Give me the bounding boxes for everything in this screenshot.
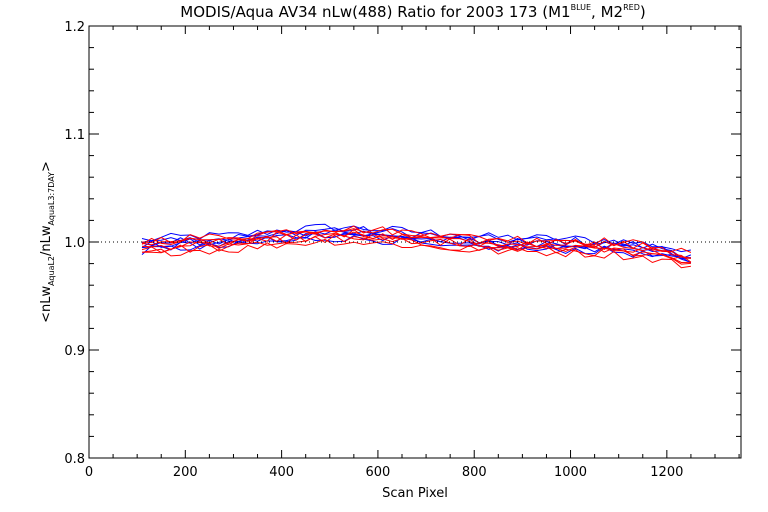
title-mid: , M2 (591, 3, 623, 21)
ylabel-part1: <nLw (39, 286, 54, 323)
series-line-7 (141, 228, 691, 259)
title-sup-blue: BLUE (571, 3, 591, 12)
x-tick-label: 400 (269, 465, 294, 480)
series-group (141, 223, 692, 269)
series-line-6 (141, 225, 692, 253)
ylabel-part3: > (39, 161, 54, 172)
ylabel-sub2: AquaL3:7DAY (47, 172, 56, 226)
y-tick-label: 0.8 (64, 452, 85, 467)
y-tick-label: 1.2 (64, 20, 85, 35)
y-axis-label: <nLwAquaL2/nLwAquaL3:7DAY> (39, 161, 56, 323)
y-tick-label: 1.1 (64, 128, 85, 143)
x-tick-label: 200 (173, 465, 198, 480)
series-line-9 (141, 231, 691, 260)
title-end: ) (640, 3, 646, 21)
y-tick-label: 1.0 (64, 236, 85, 251)
y-ticks: 0.8 0.9 1.0 1.1 1.2 (64, 20, 741, 467)
x-tick-label: 800 (462, 465, 487, 480)
x-axis-label: Scan Pixel (382, 486, 448, 501)
title-sup-red: RED (623, 3, 640, 12)
x-tick-label: 1000 (554, 465, 587, 480)
ylabel-part2: /nLw (39, 225, 54, 256)
x-ticks: 0 200 400 600 800 1000 1200 (85, 26, 740, 480)
series-line-12 (141, 238, 691, 269)
title-main: MODIS/Aqua AV34 nLw(488) Ratio for 2003 … (180, 3, 570, 21)
x-tick-label: 600 (366, 465, 391, 480)
x-tick-label: 1200 (650, 465, 683, 480)
series-line-11 (141, 234, 691, 264)
y-tick-label: 0.9 (64, 344, 85, 359)
x-tick-label: 0 (85, 465, 93, 480)
ylabel-sub1: AquaL2 (47, 256, 56, 286)
chart-title: MODIS/Aqua AV34 nLw(488) Ratio for 2003 … (180, 3, 645, 21)
